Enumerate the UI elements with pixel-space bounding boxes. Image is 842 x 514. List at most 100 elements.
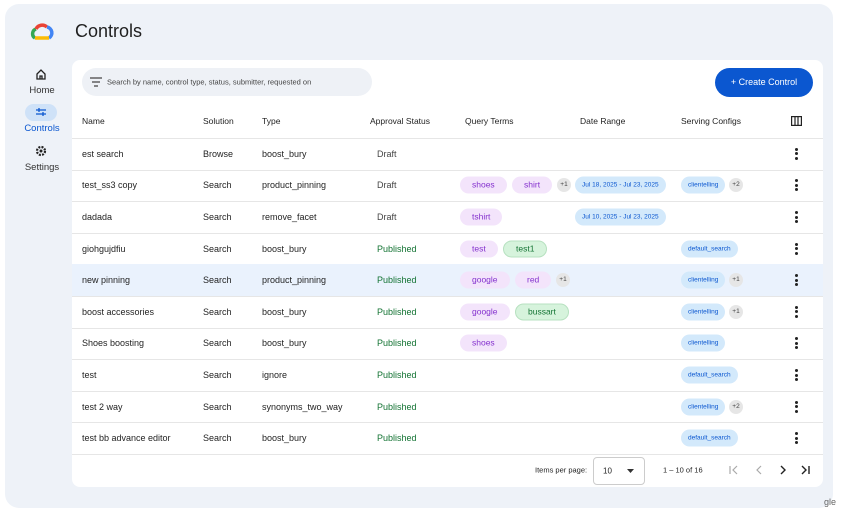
row-menu[interactable] [794, 337, 798, 350]
row-divider [72, 169, 823, 171]
menu-dot [794, 400, 798, 404]
more-count: +2 [729, 178, 743, 193]
row-divider [72, 359, 823, 361]
row-divider [72, 296, 823, 297]
query-chip: test [460, 240, 498, 258]
cell-name[interactable]: test [82, 370, 97, 380]
cell-type: product_pinning [262, 180, 327, 191]
menu-dot [794, 251, 798, 255]
cell-solution: Search [203, 401, 232, 412]
cell-solution: Search [203, 275, 232, 286]
menu-dot [794, 346, 798, 350]
query-chip: red [515, 271, 552, 289]
serving-chip: default_search [681, 429, 738, 447]
search-placeholder: Search by name, control type, status, su… [107, 77, 312, 87]
row-divider [72, 201, 823, 203]
row-menu[interactable] [794, 147, 798, 160]
menu-dot [794, 432, 798, 436]
column-header: Serving Configs [681, 116, 742, 126]
menu-dot [794, 156, 798, 160]
cell-type: ignore [262, 370, 288, 380]
more-count: +1 [557, 178, 571, 193]
nav-item[interactable]: Controls [16, 104, 68, 138]
query-chip: shoes [460, 176, 507, 194]
cell-solution: Search [203, 306, 232, 317]
menu-dot [794, 183, 798, 187]
column-header: Type [262, 116, 281, 126]
row-menu[interactable] [794, 369, 798, 381]
last-page[interactable] [801, 465, 810, 475]
nav-icon [36, 108, 46, 116]
menu-dot [794, 314, 798, 318]
cell-status: Published [377, 338, 417, 349]
nav-item[interactable]: Settings [16, 143, 68, 177]
menu-dot [794, 310, 798, 314]
cell-status: Draft [377, 180, 397, 191]
menu-dot [794, 147, 798, 151]
page-nav [729, 465, 810, 475]
cell-name[interactable]: est search [82, 148, 124, 159]
column-header: Date Range [580, 116, 626, 126]
query-chip: tshirt [460, 208, 503, 226]
more-count: +2 [729, 399, 743, 414]
cell-type: boost_bury [262, 243, 307, 254]
cell-type: boost_bury [262, 338, 307, 349]
more-count: +1 [729, 273, 743, 288]
row-menu[interactable] [794, 274, 798, 287]
logo [30, 23, 54, 40]
menu-dot [794, 278, 798, 282]
menu-dot [794, 179, 798, 183]
menu-dot [794, 242, 798, 246]
menu-dot [794, 409, 798, 413]
column-header: Name [82, 116, 105, 126]
menu-dot [794, 220, 798, 223]
query-chip: google [460, 271, 510, 289]
serving-chip: clientelling [681, 398, 726, 416]
menu-dot [794, 215, 798, 219]
prev-page[interactable] [756, 465, 762, 475]
cell-name[interactable]: test 2 way [82, 401, 123, 412]
cell-status: Published [377, 370, 417, 380]
first-page[interactable] [729, 465, 738, 475]
row-menu[interactable] [794, 400, 798, 413]
row-menu[interactable] [794, 242, 798, 255]
row-menu[interactable] [794, 179, 798, 192]
menu-dot [794, 441, 798, 445]
nav-item[interactable]: Home [16, 66, 68, 100]
cell-name[interactable]: boost accessories [82, 306, 155, 317]
menu-dot [794, 341, 798, 345]
page-size-select[interactable]: 10 [593, 457, 645, 485]
cell-name[interactable]: dadada [82, 212, 113, 222]
cell-name[interactable]: Shoes boosting [82, 338, 145, 349]
serving-chip: clientelling [681, 334, 726, 352]
column-toggle[interactable] [791, 116, 802, 126]
menu-dot [794, 283, 798, 287]
next-page[interactable] [780, 465, 786, 475]
row-menu[interactable] [794, 305, 798, 318]
create-button[interactable]: + Create Control [715, 68, 813, 97]
cell-solution: Search [203, 338, 232, 349]
query-chip: shoes [460, 334, 507, 352]
search-box[interactable]: Search by name, control type, status, su… [82, 68, 372, 96]
row-menu[interactable] [794, 432, 798, 445]
cell-solution: Search [203, 243, 232, 254]
cell-name[interactable]: test bb advance editor [82, 433, 171, 444]
cell-status: Published [377, 306, 417, 317]
cell-solution: Browse [203, 148, 234, 159]
serving-chip: clientelling [681, 303, 726, 321]
cell-type: boost_bury [262, 433, 307, 444]
row-divider [72, 232, 823, 234]
column-header: Approval Status [370, 116, 431, 126]
menu-dot [794, 337, 798, 341]
row-menu[interactable] [794, 211, 798, 223]
cell-type: product_pinning [262, 275, 327, 286]
cell-status: Draft [377, 148, 397, 159]
cell-name[interactable]: giohgujdfiu [82, 243, 126, 254]
cell-name[interactable]: new pinning [82, 275, 131, 286]
menu-dot [794, 405, 798, 409]
page-range: 1 – 10 of 16 [663, 465, 703, 475]
serving-chip: default_search [681, 366, 738, 384]
dropdown-arrow [627, 469, 634, 473]
cell-status: Published [377, 243, 417, 254]
cell-name[interactable]: test_ss3 copy [82, 180, 138, 191]
